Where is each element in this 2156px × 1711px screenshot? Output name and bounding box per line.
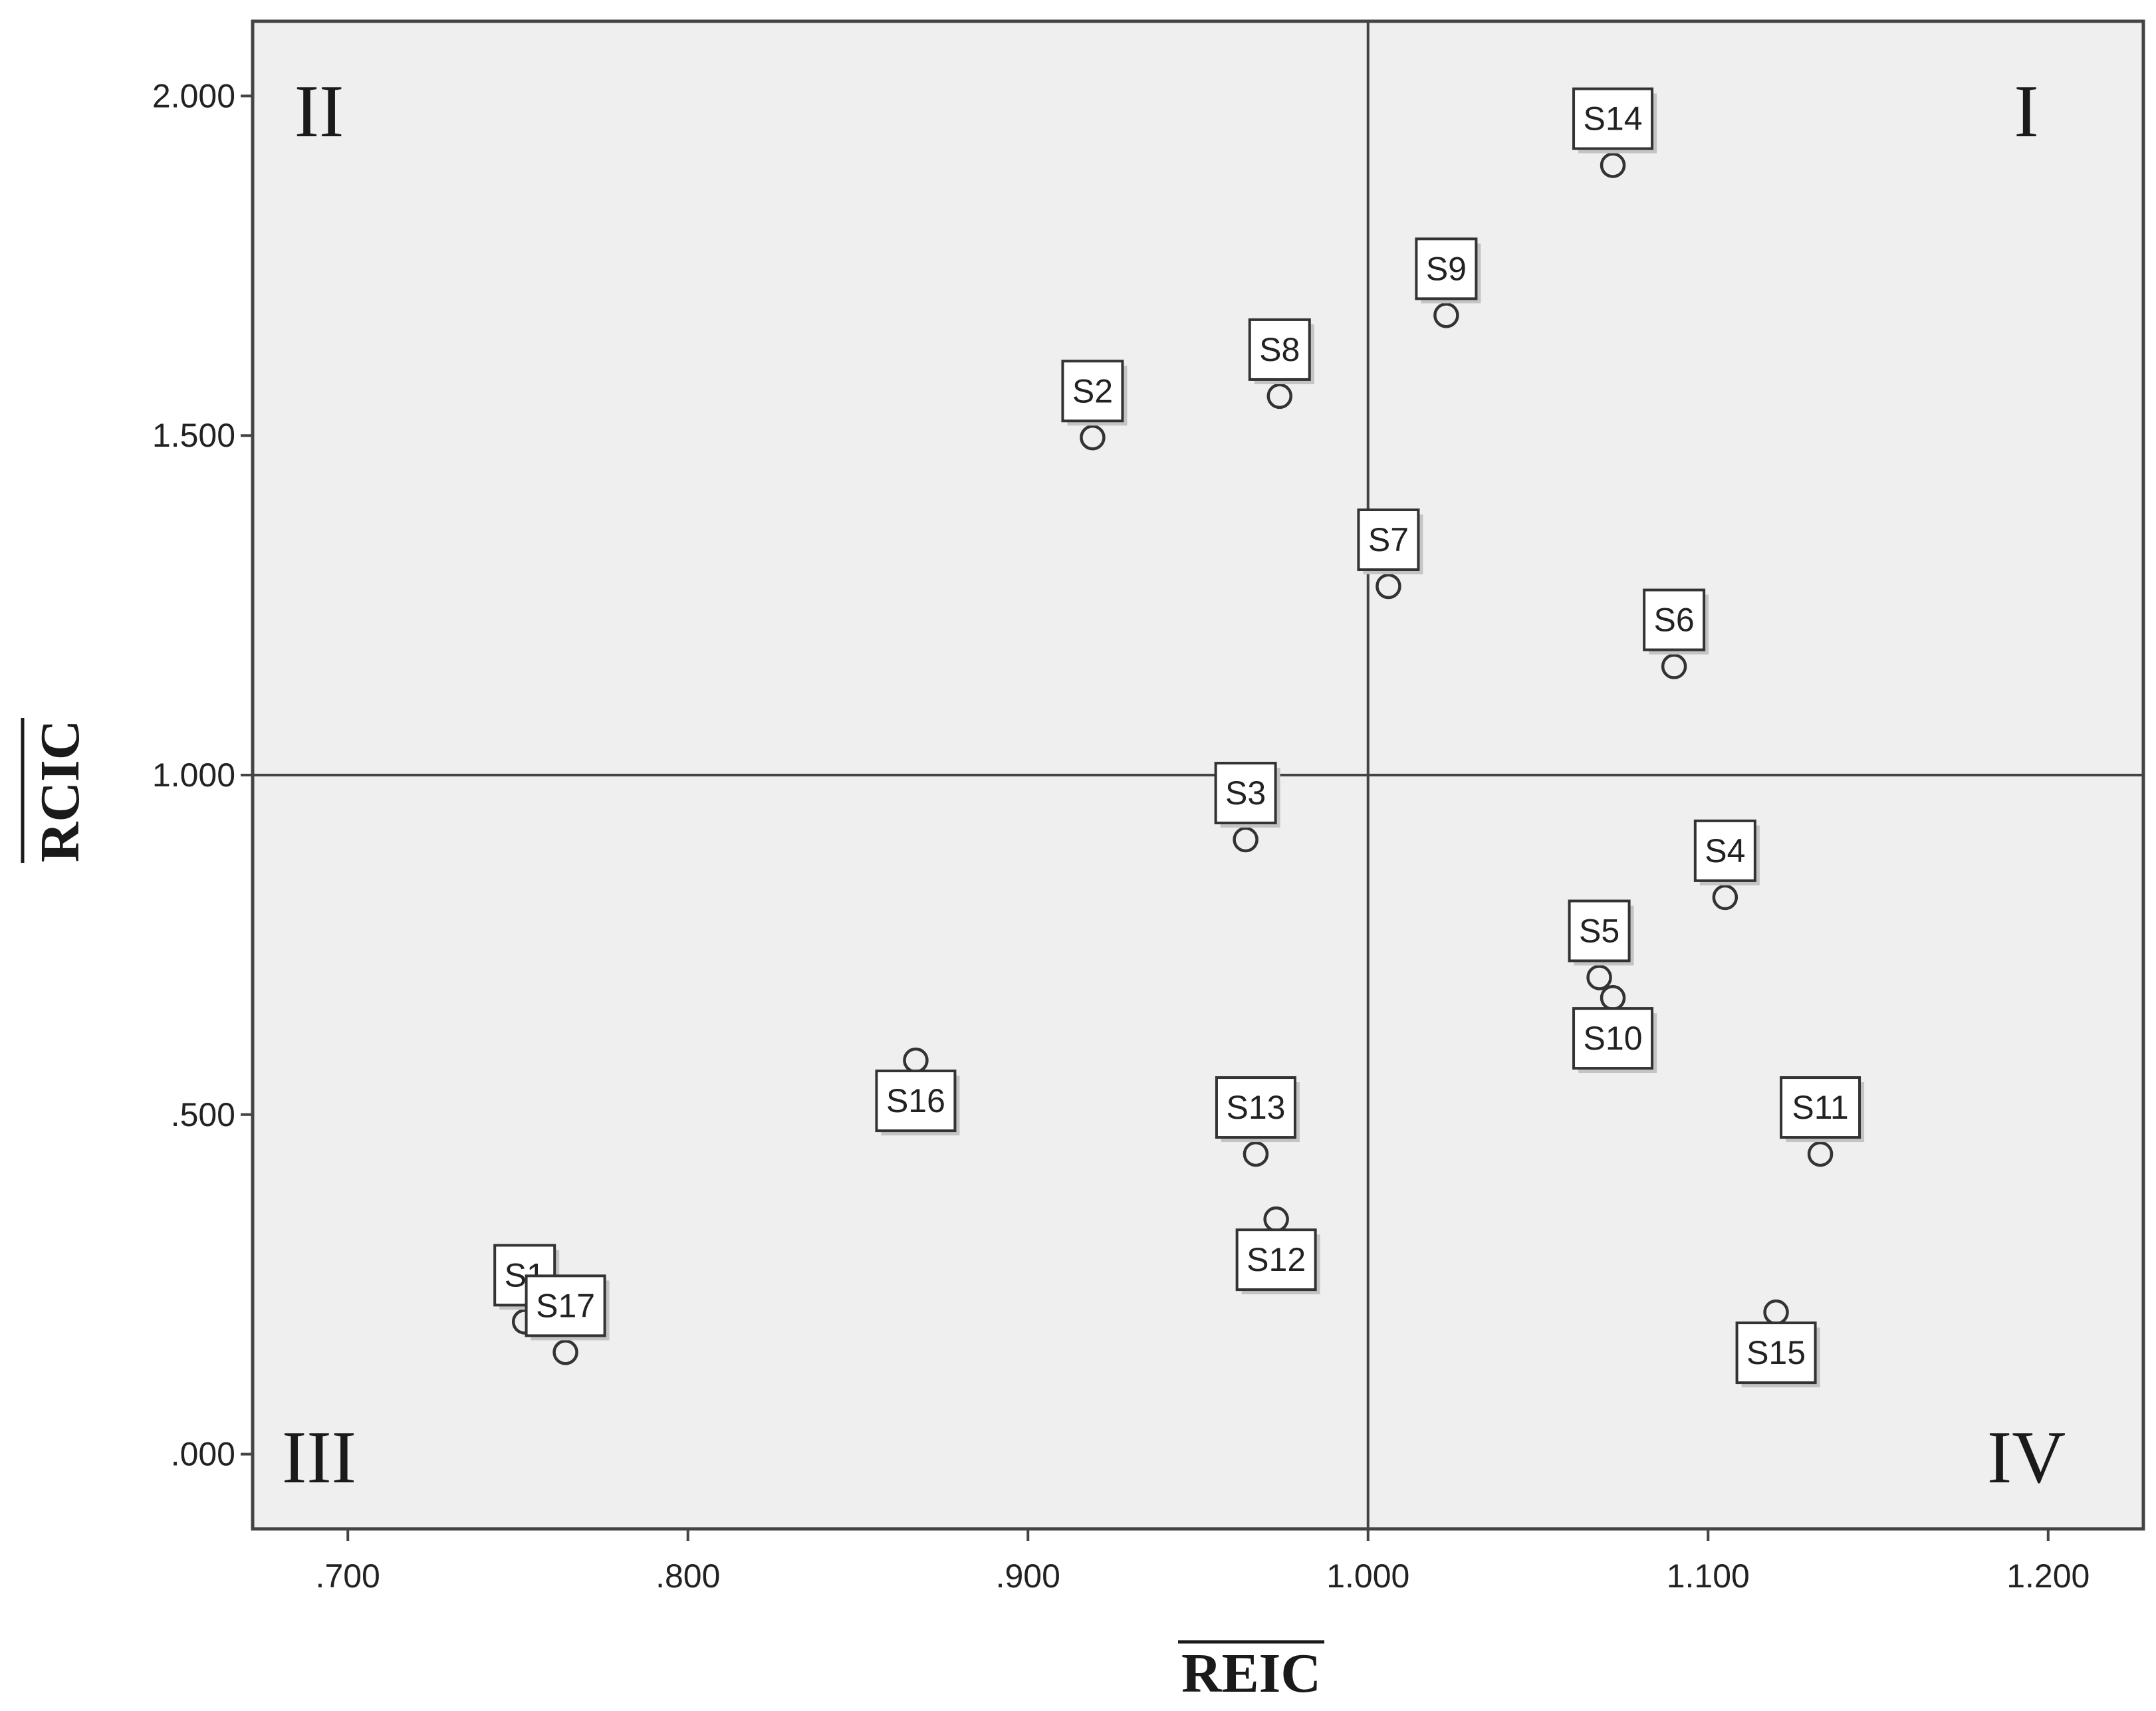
data-point xyxy=(1807,1141,1834,1167)
data-point xyxy=(903,1047,929,1074)
data-point-group: S3 xyxy=(1214,762,1280,853)
x-tick-label: .700 xyxy=(316,1557,380,1595)
point-label: S3 xyxy=(1225,774,1266,812)
data-point-group: S2 xyxy=(1061,360,1128,451)
point-label: S17 xyxy=(536,1287,595,1324)
point-label-box xyxy=(1061,360,1124,423)
y-tick-label: 1.000 xyxy=(152,756,235,794)
data-point xyxy=(1586,965,1612,990)
quadrant-label: I xyxy=(2014,70,2038,153)
point-label-box xyxy=(1214,762,1277,825)
data-point-group: S11 xyxy=(1780,1076,1865,1167)
reference-lines xyxy=(253,21,2143,1529)
data-point-group: S5 xyxy=(1568,899,1634,990)
quadrant-label: IV xyxy=(1987,1417,2066,1499)
data-point-group: S7 xyxy=(1357,508,1423,600)
data-point xyxy=(1433,302,1459,328)
data-point xyxy=(1712,884,1738,911)
data-point-group: S10 xyxy=(1572,984,1657,1074)
data-point-group: S8 xyxy=(1248,318,1314,409)
point-label-box xyxy=(1643,588,1706,651)
point-label: S7 xyxy=(1368,521,1409,558)
data-points: S1S2S3S4S5S6S7S8S9S10S11S12S13S14S15S16S… xyxy=(493,87,1865,1388)
point-label-box xyxy=(1572,87,1654,150)
point-label: S4 xyxy=(1705,832,1745,869)
data-point xyxy=(1243,1141,1269,1167)
data-point-group: S12 xyxy=(1235,1206,1320,1295)
data-point xyxy=(1266,383,1293,409)
data-point xyxy=(1263,1206,1289,1232)
data-point-group: S15 xyxy=(1735,1299,1820,1388)
data-point xyxy=(1376,573,1401,600)
point-label: S11 xyxy=(1792,1089,1848,1126)
y-tick-label: 1.500 xyxy=(152,417,235,454)
data-point xyxy=(1600,984,1626,1011)
point-label: S15 xyxy=(1746,1334,1806,1371)
data-point-group: S14 xyxy=(1572,87,1657,178)
data-point xyxy=(1600,152,1626,178)
point-label-box xyxy=(1693,819,1756,882)
data-point-group: S17 xyxy=(525,1274,610,1365)
point-label: S9 xyxy=(1426,250,1467,287)
data-point-group: S9 xyxy=(1415,237,1481,328)
point-label: S16 xyxy=(886,1082,945,1119)
point-label-box xyxy=(525,1274,606,1337)
x-axis-title: REIC xyxy=(1181,1643,1321,1704)
data-point xyxy=(1661,653,1687,679)
data-point xyxy=(1233,826,1258,853)
data-point-group: S16 xyxy=(875,1047,960,1136)
x-tick-label: .800 xyxy=(656,1557,720,1595)
point-label: S10 xyxy=(1584,1020,1643,1057)
point-label-box xyxy=(1357,508,1420,571)
point-label: S14 xyxy=(1584,100,1643,138)
quadrant-label: II xyxy=(295,70,344,153)
point-label-box xyxy=(875,1070,957,1133)
data-point xyxy=(1763,1299,1789,1325)
y-axis-title: RCIC xyxy=(29,720,91,863)
quadrant-label: III xyxy=(282,1417,356,1499)
x-tick-label: 1.100 xyxy=(1667,1557,1750,1595)
x-tick-label: 1.200 xyxy=(2006,1557,2090,1595)
data-point-group: S4 xyxy=(1693,819,1760,911)
data-point-group: S13 xyxy=(1215,1076,1300,1167)
point-label: S5 xyxy=(1579,912,1619,949)
x-tick-label: 1.000 xyxy=(1326,1557,1409,1595)
point-label-box xyxy=(1235,1228,1317,1292)
point-label: S13 xyxy=(1226,1089,1285,1126)
point-label-box xyxy=(1572,1007,1654,1070)
point-label-box xyxy=(1735,1321,1817,1385)
axes: .700 .800 .900 1.000 1.100 1.200 .000 .500 1.000… xyxy=(152,77,2090,1595)
point-label-box xyxy=(1248,318,1311,381)
data-point-group: S6 xyxy=(1643,588,1709,679)
y-tick-label: .000 xyxy=(171,1436,235,1473)
y-tick-label: 2.000 xyxy=(152,77,235,114)
point-label: S8 xyxy=(1259,331,1300,368)
point-label: S12 xyxy=(1247,1241,1306,1278)
point-label-box xyxy=(1780,1076,1861,1139)
point-label-box xyxy=(1415,237,1478,300)
point-label: S2 xyxy=(1072,372,1113,409)
data-point xyxy=(552,1339,578,1365)
data-point xyxy=(1080,425,1106,451)
point-label: S6 xyxy=(1654,602,1695,639)
point-label-box xyxy=(1568,899,1631,963)
x-tick-label: .900 xyxy=(996,1557,1060,1595)
point-label-box xyxy=(1215,1076,1296,1139)
y-tick-label: .500 xyxy=(171,1096,235,1133)
